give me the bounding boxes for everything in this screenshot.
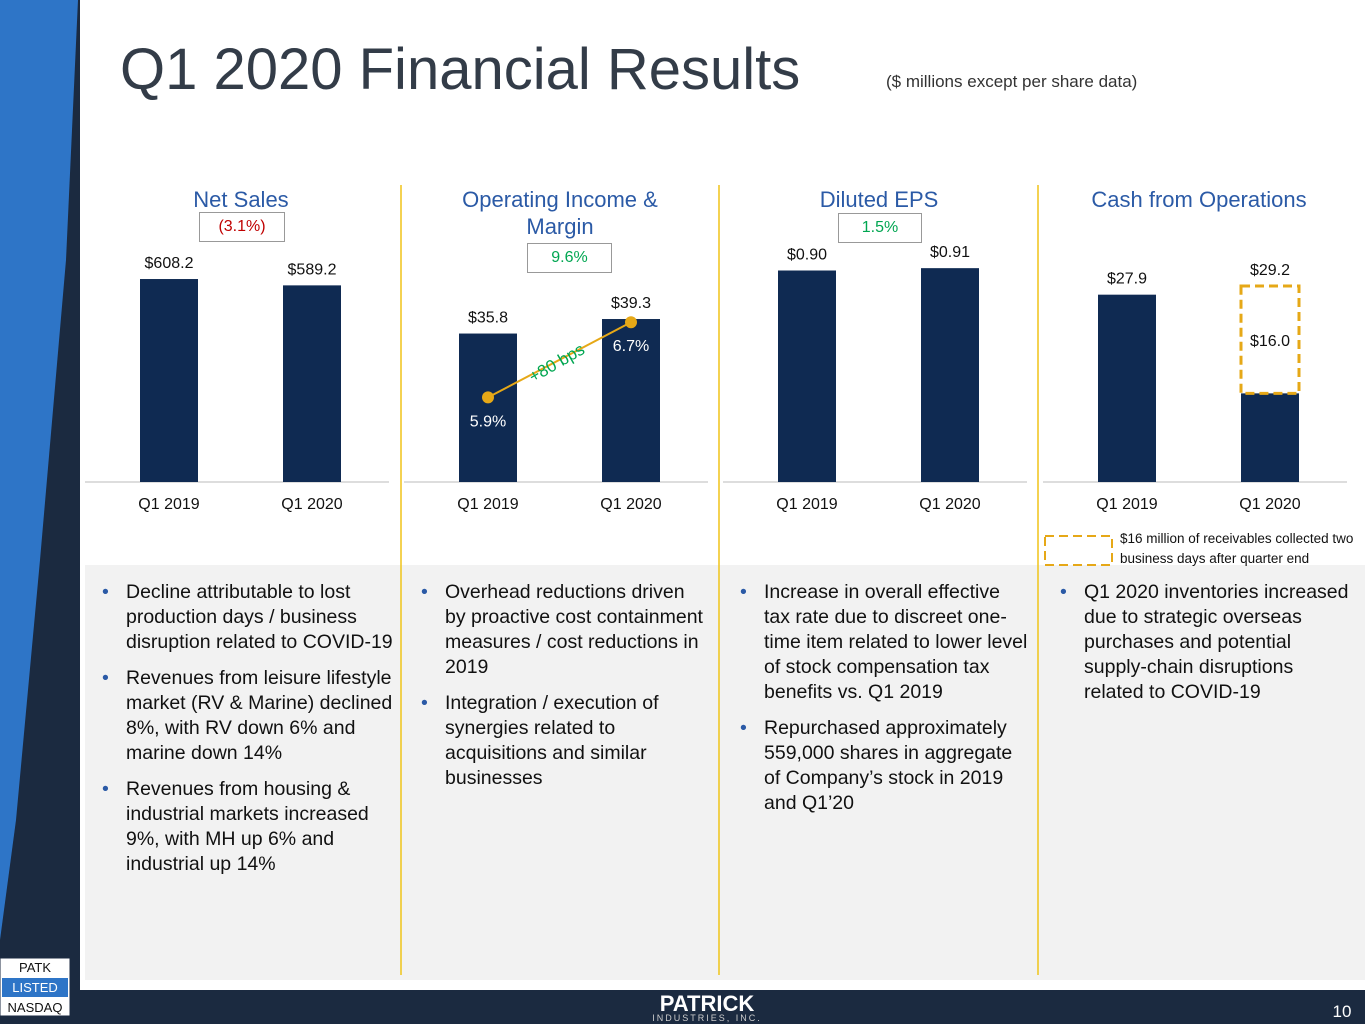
footer-bar xyxy=(80,990,1365,1024)
bar xyxy=(1239,284,1301,395)
company-logo: PATRICK xyxy=(660,991,755,1016)
x-tick-label: Q1 2019 xyxy=(138,496,199,513)
annotation: 9.6% xyxy=(527,243,612,273)
bar xyxy=(459,333,517,482)
listed: LISTED xyxy=(12,980,58,995)
value-label: $35.8 xyxy=(468,310,508,327)
legend-label: $16 million of receivables collected two… xyxy=(1120,531,1354,566)
bullet: Repurchased approximately 559,000 shares… xyxy=(740,716,1029,816)
x-tick-label: Q1 2019 xyxy=(457,496,518,513)
bullet-list: Overhead reductions driven by proactive … xyxy=(419,580,710,802)
bar xyxy=(921,268,979,482)
x-tick-label: Q1 2019 xyxy=(1096,496,1157,513)
bullet: Revenues from housing & industrial marke… xyxy=(102,777,396,877)
side-stripe xyxy=(0,0,78,940)
slide-subtitle: ($ millions except per share data) xyxy=(886,72,1138,91)
value-label: $589.2 xyxy=(288,261,337,278)
bullet-list: Decline attributable to lost production … xyxy=(100,580,396,888)
bullet: Integration / execution of synergies rel… xyxy=(421,691,710,791)
value-label: $0.91 xyxy=(930,244,970,261)
bullet: Revenues from leisure lifestyle market (… xyxy=(102,666,396,766)
margin-label: 6.7% xyxy=(613,338,649,355)
bullet: Decline attributable to lost production … xyxy=(102,580,396,655)
ticker: PATK xyxy=(19,960,51,975)
value-label: $0.90 xyxy=(787,247,827,264)
page-number: 10 xyxy=(1333,1002,1352,1021)
x-tick-label: Q1 2020 xyxy=(600,496,661,513)
value-label: $608.2 xyxy=(145,255,194,272)
bar xyxy=(778,270,836,482)
annotation: (3.1%) xyxy=(199,212,285,242)
bar xyxy=(140,279,198,482)
margin-point xyxy=(482,391,494,404)
listing-band xyxy=(2,978,68,997)
margin-point xyxy=(625,316,637,329)
legend-swatch xyxy=(1044,535,1113,566)
chart-title: Cash from Operations xyxy=(1091,187,1307,212)
value-label: $16.0 xyxy=(1250,333,1290,350)
value-label: $39.3 xyxy=(611,295,651,312)
bar xyxy=(283,285,341,482)
company-sub: INDUSTRIES, INC. xyxy=(652,1013,762,1023)
chart-title: Diluted EPS xyxy=(819,187,939,212)
change-label: +80 bps xyxy=(526,340,588,387)
x-tick-label: Q1 2020 xyxy=(919,496,980,513)
margin-line xyxy=(487,321,632,399)
total-label: $27.9 xyxy=(1107,271,1147,288)
bullet-list: Q1 2020 inventories increased due to str… xyxy=(1058,580,1349,716)
chart-title: Operating Income & Margin xyxy=(462,187,658,239)
bullet-list: Increase in overall effective tax rate d… xyxy=(738,580,1029,827)
annotation: 1.5% xyxy=(838,213,922,243)
x-tick-label: Q1 2020 xyxy=(281,496,342,513)
exchange: NASDAQ xyxy=(8,1000,63,1015)
bullet: Overhead reductions driven by proactive … xyxy=(421,580,710,680)
bullet: Increase in overall effective tax rate d… xyxy=(740,580,1029,705)
bullet: Q1 2020 inventories increased due to str… xyxy=(1060,580,1349,705)
margin-label: 5.9% xyxy=(470,413,506,430)
x-tick-label: Q1 2019 xyxy=(776,496,837,513)
bar xyxy=(602,319,660,482)
bar xyxy=(1098,294,1156,482)
bar xyxy=(1241,393,1299,482)
slide-title: Q1 2020 Financial Results xyxy=(120,37,801,102)
chart-title: Net Sales xyxy=(193,187,289,212)
total-label: $29.2 xyxy=(1250,262,1290,279)
x-tick-label: Q1 2020 xyxy=(1239,496,1300,513)
